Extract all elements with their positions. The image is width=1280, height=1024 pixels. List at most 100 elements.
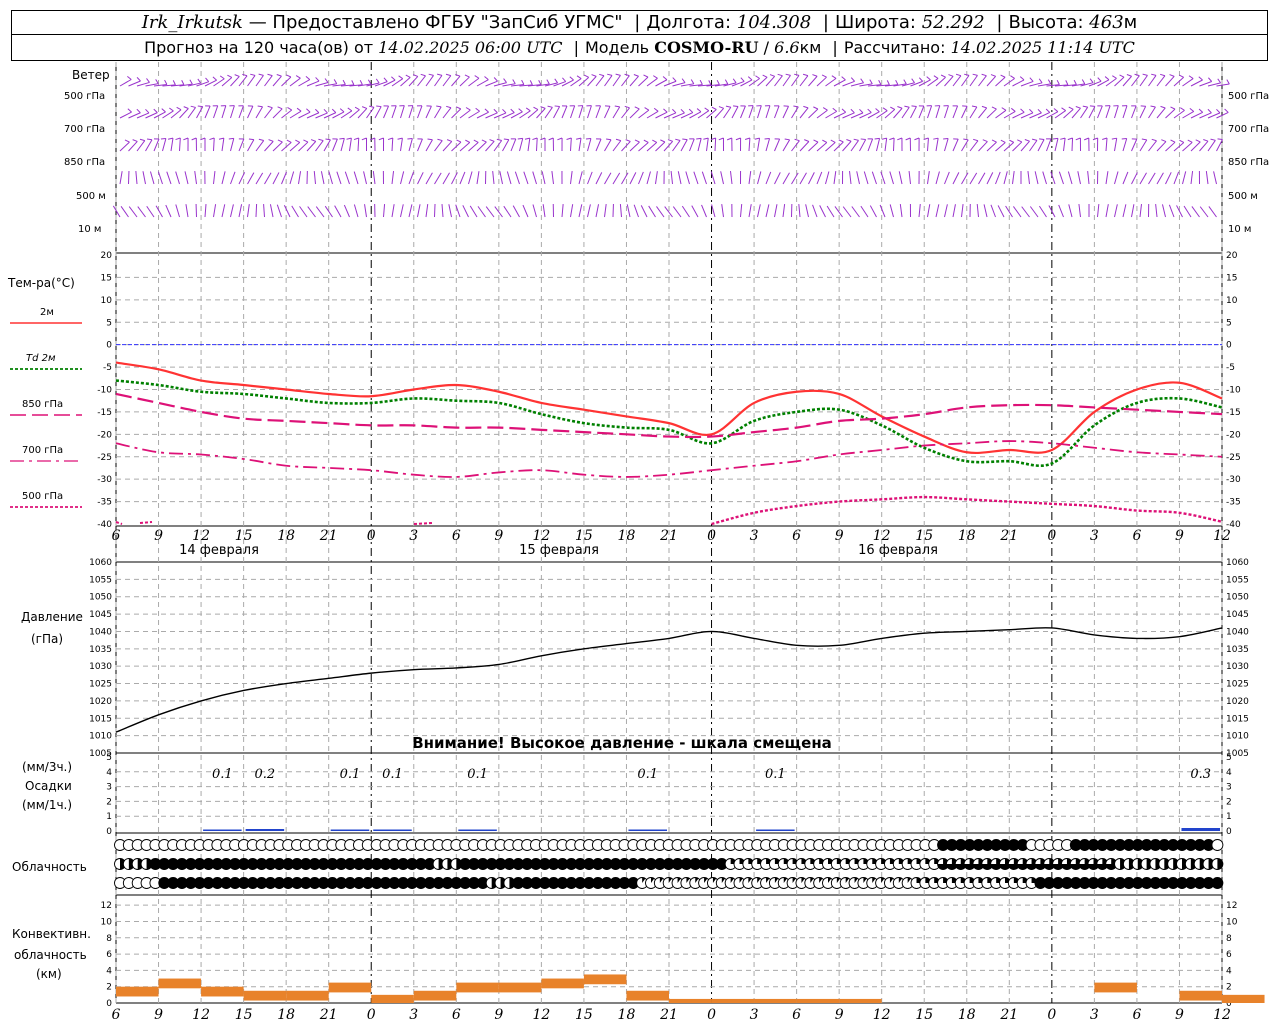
wind-barb-feather [1024,139,1030,142]
wind-barb [1207,112,1221,119]
wind-barb [417,204,421,218]
hour-label-bottom: 12 [532,1007,550,1023]
conv-tick-left: 8 [106,934,112,944]
wind-barb-feather [981,73,987,77]
conv-tick-right: 2 [1226,983,1232,993]
wind-barb-feather [710,137,716,141]
wind-barb-feather [481,139,487,143]
wind-barb [1063,84,1077,87]
wind-barb-feather [991,139,997,143]
wind-barb [136,140,146,152]
cloud-symbol-fill [889,877,894,883]
wind-barb [681,205,690,218]
wind-barb-feather [615,138,621,142]
wind-barb-feather [718,106,724,109]
wind-barb [604,75,613,87]
wind-barb [740,105,746,119]
wind-barb-feather [585,137,592,140]
wind-barb [587,204,591,218]
wind-barb [532,171,537,185]
wind-barb [1105,105,1111,119]
wind-barb [135,171,138,185]
wind-barb [298,79,311,87]
wind-barb [1122,171,1129,185]
wind-barb [493,140,503,152]
temp-tick-right: 5 [1226,318,1232,328]
provider: Предоставлено ФГБУ "ЗапСиб УГМС" [272,12,623,33]
hour-label-bottom: 9 [835,1007,844,1023]
wind-barb [425,105,432,119]
wind-barb [1046,111,1059,119]
wind-barb [646,77,658,87]
wind-barb-feather [456,139,462,143]
wind-barb [1046,84,1060,87]
wind-barb-feather [940,74,946,78]
wind-barb-feather [735,137,741,141]
conv-tick-right: 10 [1226,917,1238,927]
wind-barb [1182,78,1194,87]
wind-barb-feather [391,76,396,81]
pressure-tick-left: 1055 [89,575,112,585]
wind-title: Ветер [72,68,110,82]
wind-barb [805,204,809,218]
wind-barb [255,75,264,87]
wind-barb [765,75,776,87]
wind-barb-feather [918,77,924,82]
wind-barb [731,80,745,87]
wind-barb [757,138,761,152]
wind-barb [935,171,940,185]
wind-barb [502,83,516,87]
wind-barb [247,75,256,87]
wind-barb [1205,171,1209,185]
hour-label-bottom: 3 [750,1007,759,1023]
wind-barb [162,110,174,119]
wind-barb [1207,82,1221,87]
wind-barb [799,75,809,87]
wind-barb-feather [566,137,572,141]
temp-tick-left: 5 [106,318,112,328]
cloud-symbol-fill [748,877,752,883]
cloud-symbol-fill [1052,858,1064,870]
wind-barb [536,83,550,87]
precip-tick-left: 5 [106,753,112,763]
wind-barb-feather [933,75,939,79]
wind-barb-feather [190,105,196,108]
wind-barb [374,81,388,87]
wind-barb [283,205,291,218]
wind-barb [808,141,819,152]
wind-barb [706,138,709,152]
wind-barb [299,206,308,218]
wind-barb-feather [733,105,739,107]
wind-barb [578,138,582,152]
cloud-symbol-fill [1026,858,1038,870]
wind-barb [510,138,517,152]
wind-barb-feather [146,138,153,141]
wind-barb [400,105,405,119]
wind-barb-feather [383,77,388,82]
cloud-title: Облачность [12,860,87,874]
conv-bar [328,982,372,993]
pressure-tick-right: 1015 [1226,714,1249,724]
pressure-tick-left: 1015 [89,714,112,724]
wind-barb [969,140,979,152]
precip-3h-label: 0.2 [255,767,276,782]
temp-tick-right: -35 [1226,498,1241,508]
wind-barb [1216,111,1229,119]
wind-barb [1037,139,1045,152]
wind-barb [417,172,424,185]
wind-barb [701,171,707,185]
wind-barb-feather [643,139,649,143]
wind-barb [578,105,584,119]
wind-barb-feather [1017,139,1023,143]
precip-3h-label: 0.1 [637,767,658,782]
wind-barb [1183,205,1192,218]
wind-barb [1071,83,1085,87]
wind-barb [1054,110,1066,119]
wind-barb [710,171,716,185]
wind-barb-feather [127,75,132,80]
wind-barb [391,204,395,218]
wind-barb-feather [145,108,150,114]
wind-barb-feather [1151,73,1157,76]
wind-barb-feather [1112,75,1117,79]
wind-barb [842,80,855,87]
